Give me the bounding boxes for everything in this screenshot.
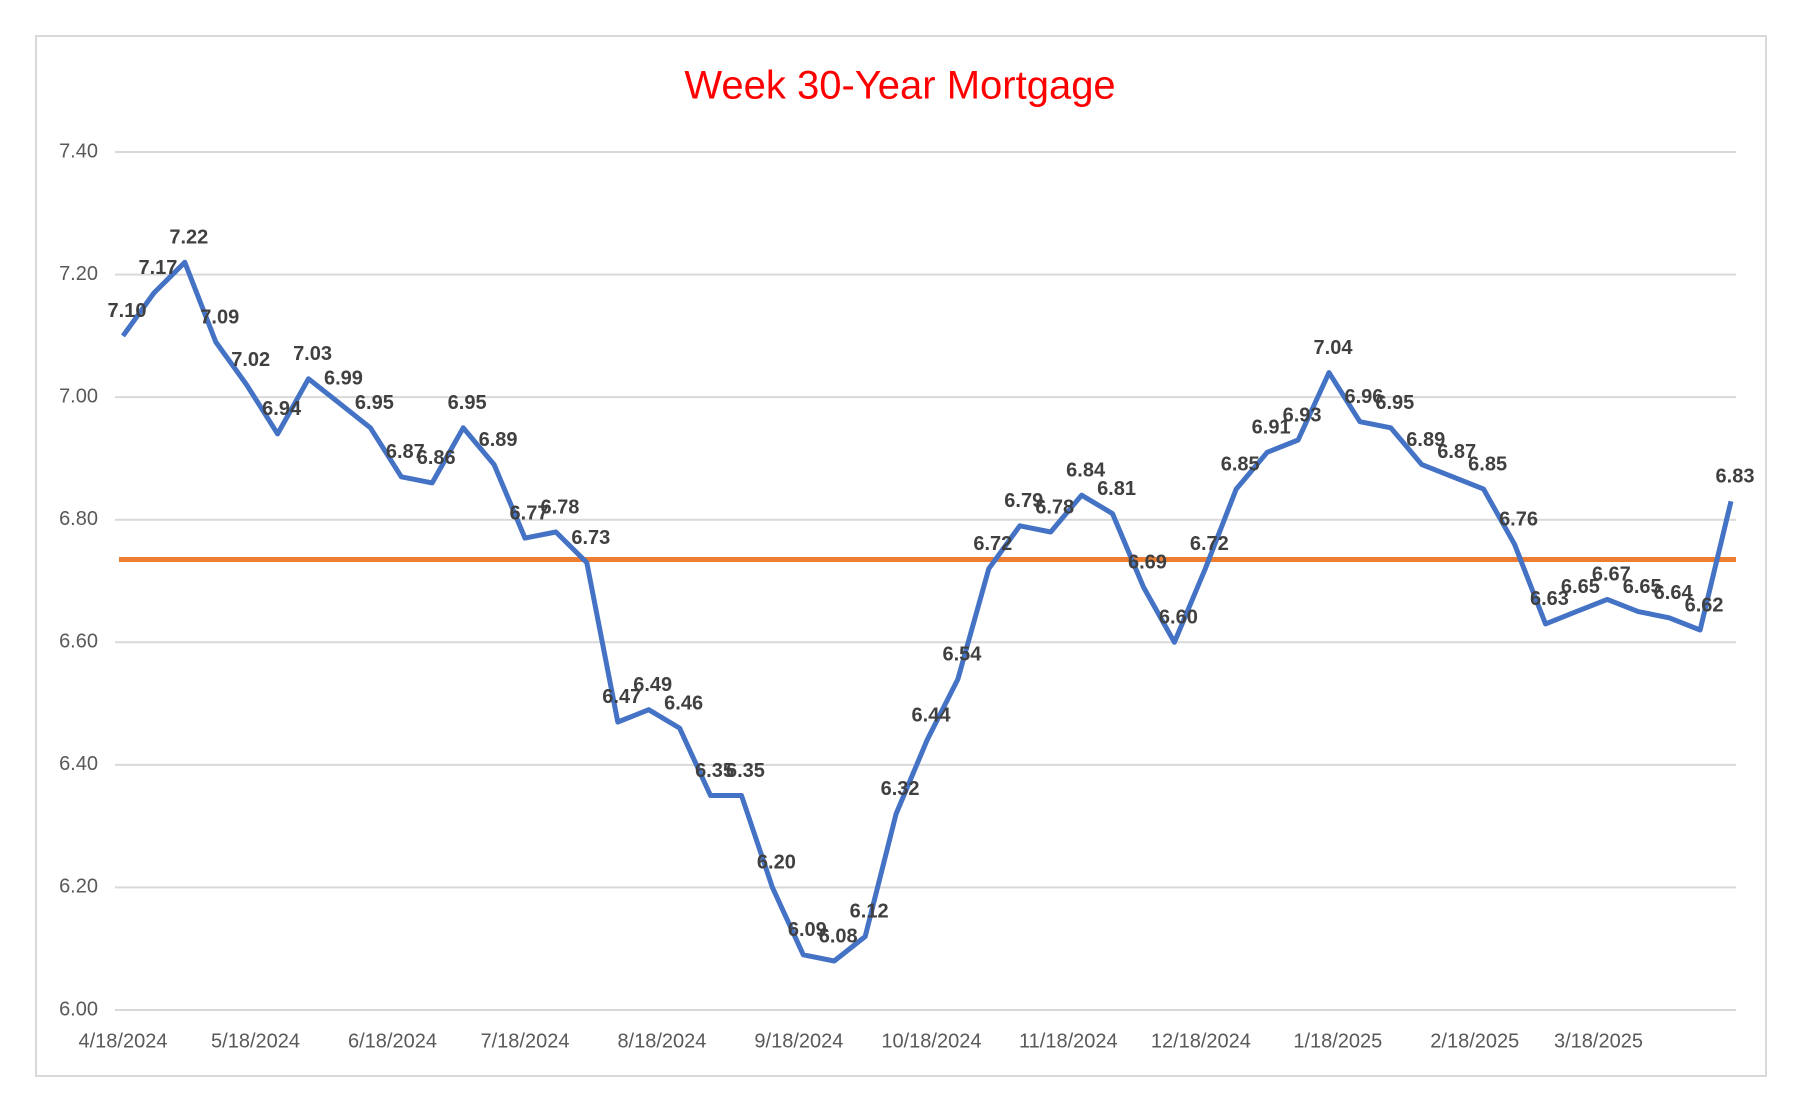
data-label: 6.89 [479, 429, 518, 451]
y-tick-label: 6.80 [59, 508, 98, 530]
data-label: 7.22 [169, 227, 208, 249]
data-label: 7.04 [1314, 337, 1354, 359]
data-label: 6.72 [1190, 533, 1229, 555]
data-label: 6.77 [510, 502, 549, 524]
data-label: 6.12 [850, 901, 889, 923]
y-tick-label: 6.60 [59, 631, 98, 653]
data-label: 6.89 [1406, 429, 1445, 451]
x-tick-label: 4/18/2024 [79, 1030, 168, 1052]
x-tick-label: 1/18/2025 [1293, 1030, 1382, 1052]
data-label: 7.10 [108, 300, 147, 322]
data-label: 6.47 [602, 686, 641, 708]
data-label: 6.96 [1344, 386, 1383, 408]
data-label: 6.85 [1221, 453, 1260, 475]
x-tick-label: 5/18/2024 [211, 1030, 300, 1052]
data-label: 6.81 [1097, 478, 1136, 500]
data-label: 6.60 [1159, 607, 1198, 629]
data-label: 6.95 [1375, 392, 1414, 414]
x-tick-label: 7/18/2024 [481, 1030, 570, 1052]
y-tick-label: 7.00 [59, 385, 98, 407]
x-tick-label: 8/18/2024 [617, 1030, 706, 1052]
data-label: 7.03 [293, 343, 332, 365]
data-label: 6.83 [1716, 466, 1755, 488]
data-label: 6.63 [1530, 588, 1569, 610]
data-label: 6.86 [417, 447, 456, 469]
data-label: 6.78 [540, 496, 579, 518]
data-label: 6.94 [262, 398, 302, 420]
x-tick-label: 12/18/2024 [1151, 1030, 1251, 1052]
x-tick-label: 6/18/2024 [348, 1030, 437, 1052]
x-tick-label: 11/18/2024 [1019, 1030, 1118, 1052]
data-label: 6.35 [726, 760, 765, 782]
data-label: 6.65 [1561, 576, 1600, 598]
data-label: 6.78 [1035, 496, 1074, 518]
data-label: 6.87 [1437, 441, 1476, 463]
data-label: 6.87 [386, 441, 425, 463]
data-label: 6.20 [757, 852, 796, 874]
data-label: 6.91 [1252, 417, 1291, 439]
y-tick-label: 7.40 [59, 140, 98, 162]
data-label: 6.84 [1066, 459, 1106, 481]
data-label: 6.69 [1128, 551, 1167, 573]
data-label: 6.49 [633, 674, 672, 696]
data-label: 6.99 [324, 368, 363, 390]
y-tick-label: 6.40 [59, 753, 98, 775]
series-line [120, 259, 1734, 964]
data-label: 6.62 [1685, 594, 1724, 616]
data-label: 6.44 [912, 705, 952, 727]
data-label: 6.95 [355, 392, 394, 414]
data-label: 6.65 [1623, 576, 1662, 598]
data-label: 6.09 [788, 919, 827, 941]
x-tick-label: 10/18/2024 [881, 1030, 981, 1052]
x-tick-label: 2/18/2025 [1430, 1030, 1519, 1052]
y-tick-label: 7.20 [59, 263, 98, 285]
data-label: 6.67 [1592, 564, 1631, 586]
data-label: 6.76 [1499, 509, 1538, 531]
data-label: 7.02 [231, 349, 270, 371]
data-label: 6.46 [664, 692, 703, 714]
data-label: 6.72 [973, 533, 1012, 555]
data-label: 6.08 [819, 925, 858, 947]
x-tick-label: 3/18/2025 [1554, 1030, 1643, 1052]
chart-title: Week 30-Year Mortgage [684, 64, 1115, 108]
data-label: 6.79 [1004, 490, 1043, 512]
data-label: 6.64 [1654, 582, 1694, 604]
data-label: 6.95 [448, 392, 487, 414]
x-tick-label: 9/18/2024 [754, 1030, 843, 1052]
data-label: 6.85 [1468, 453, 1507, 475]
y-tick-label: 6.00 [59, 998, 98, 1020]
data-label: 6.35 [695, 760, 734, 782]
chart-frame [35, 35, 1767, 1077]
data-label: 6.93 [1283, 404, 1322, 426]
data-label: 6.73 [571, 527, 610, 549]
data-label: 6.32 [881, 778, 920, 800]
data-label: 7.09 [200, 306, 239, 328]
data-label: 7.17 [138, 257, 177, 279]
data-label: 6.54 [942, 643, 982, 665]
y-tick-label: 6.20 [59, 876, 98, 898]
